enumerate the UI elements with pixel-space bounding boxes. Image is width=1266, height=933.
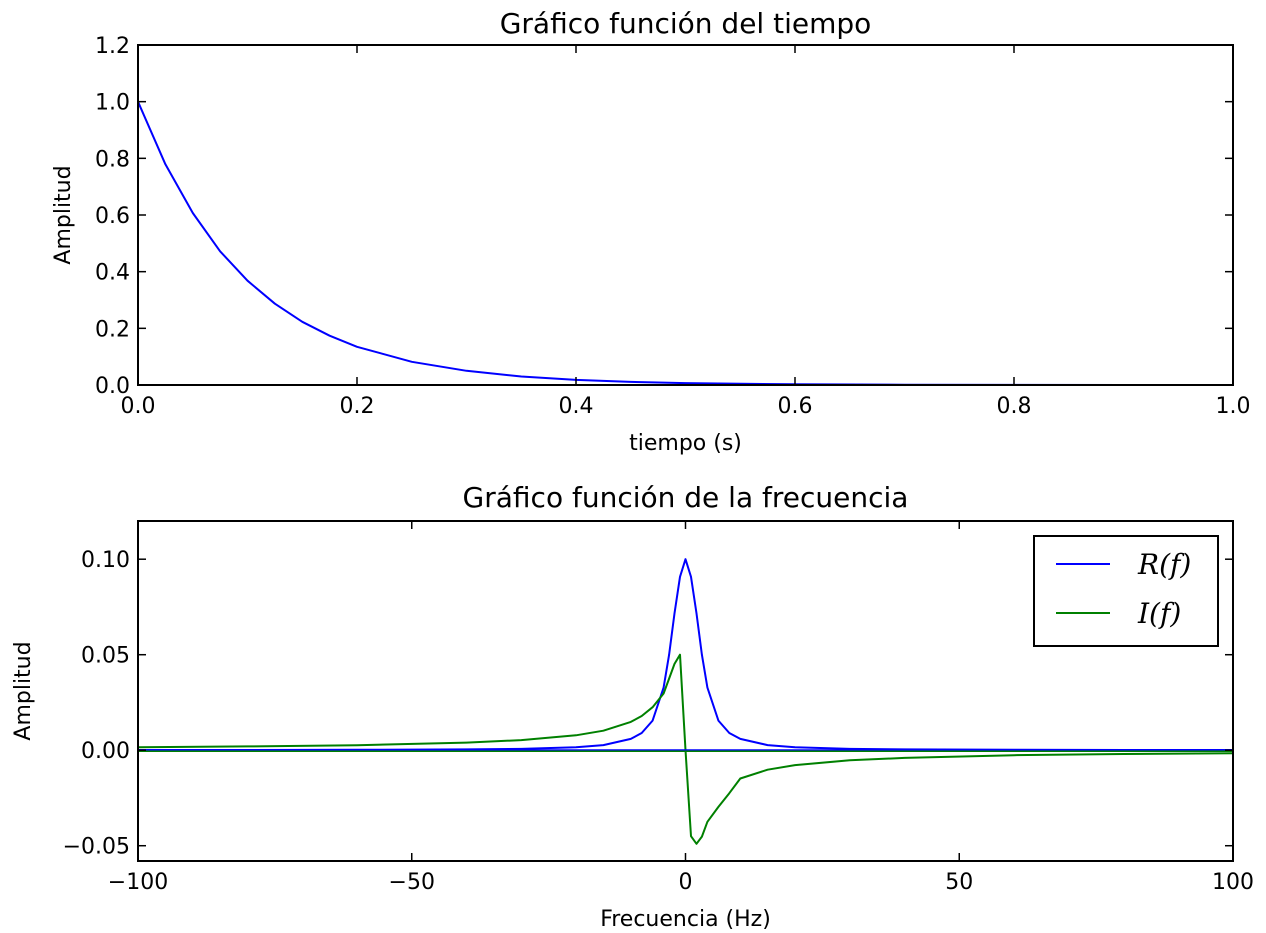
x-tick-label: 0 bbox=[679, 870, 693, 895]
y-axis-label: Amplitud bbox=[51, 165, 76, 264]
y-tick-label: 0.05 bbox=[81, 644, 130, 669]
chart-time-domain: 0.0 0.2 0.4 0.6 0.8 1.0 0.0 0.2 0.4 0.6 0.8 1.0 1.2 G… bbox=[51, 7, 1251, 456]
y-tick-label: −0.05 bbox=[63, 835, 130, 860]
x-axis-label: tiempo (s) bbox=[629, 431, 742, 456]
legend-box bbox=[1033, 535, 1219, 647]
chart-title: Gráfico función de la frecuencia bbox=[463, 481, 909, 514]
series-line-0 bbox=[137, 101, 1233, 386]
x-tick-label: 0.4 bbox=[559, 394, 594, 419]
series-layer bbox=[137, 101, 1233, 386]
legend-label: I(f) bbox=[1137, 597, 1181, 630]
y-tick-label: 0.6 bbox=[95, 204, 130, 229]
legend-label: R(f) bbox=[1137, 548, 1191, 581]
series-layer bbox=[137, 558, 1234, 845]
x-tick-label: −100 bbox=[108, 870, 168, 895]
x-tick-label: 1.0 bbox=[1216, 394, 1251, 419]
x-tick-label: 100 bbox=[1212, 870, 1254, 895]
x-tick-label: 50 bbox=[945, 870, 973, 895]
y-tick-label: 0.8 bbox=[95, 147, 130, 172]
y-tick-label: 0.00 bbox=[81, 739, 130, 764]
x-tick-label: 0.8 bbox=[997, 394, 1032, 419]
y-tick-label: 1.0 bbox=[95, 91, 130, 116]
x-tick-label: −50 bbox=[389, 870, 435, 895]
x-tick-label: 0.2 bbox=[340, 394, 375, 419]
plot-frame bbox=[137, 44, 1234, 386]
y-tick-label: 1.2 bbox=[95, 34, 130, 59]
y-tick-label: 0.2 bbox=[95, 317, 130, 342]
chart-title: Gráfico función del tiempo bbox=[500, 7, 872, 40]
y-tick-label: 0.10 bbox=[81, 548, 130, 573]
chart-frequency-domain: −100 −50 0 50 100 −0.05 0.00 0.05 0.10 Gráfico fu… bbox=[11, 481, 1254, 932]
legend: R(f) I(f) bbox=[1033, 535, 1219, 647]
x-tick-label: 0.0 bbox=[121, 394, 156, 419]
y-tick-label: 0.0 bbox=[95, 374, 130, 399]
series-line-rf bbox=[138, 558, 1233, 751]
y-tick-label: 0.4 bbox=[95, 261, 130, 286]
x-tick-label: 0.6 bbox=[778, 394, 813, 419]
y-axis-label: Amplitud bbox=[11, 641, 36, 740]
x-axis-label: Frecuencia (Hz) bbox=[600, 907, 771, 932]
